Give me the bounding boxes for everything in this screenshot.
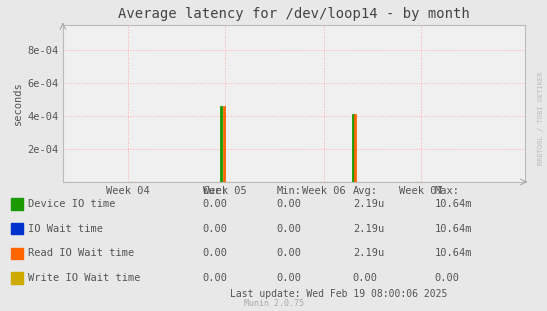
Text: 0.00: 0.00 xyxy=(276,199,301,209)
Title: Average latency for /dev/loop14 - by month: Average latency for /dev/loop14 - by mon… xyxy=(118,7,470,21)
Text: Max:: Max: xyxy=(435,186,460,196)
Text: 0.00: 0.00 xyxy=(276,248,301,258)
Text: Cur:: Cur: xyxy=(202,186,228,196)
Text: Avg:: Avg: xyxy=(353,186,378,196)
Text: 2.19u: 2.19u xyxy=(353,199,384,209)
Text: Munin 2.0.75: Munin 2.0.75 xyxy=(243,299,304,308)
Text: Min:: Min: xyxy=(276,186,301,196)
Text: 0.00: 0.00 xyxy=(202,248,228,258)
Text: Write IO Wait time: Write IO Wait time xyxy=(28,273,141,283)
Text: RRDTOOL / TOBI OETIKER: RRDTOOL / TOBI OETIKER xyxy=(538,72,544,165)
Text: 10.64m: 10.64m xyxy=(435,224,473,234)
Text: 0.00: 0.00 xyxy=(202,273,228,283)
Text: IO Wait time: IO Wait time xyxy=(28,224,103,234)
Text: 0.00: 0.00 xyxy=(353,273,378,283)
Text: 0.00: 0.00 xyxy=(202,199,228,209)
Text: Last update: Wed Feb 19 08:00:06 2025: Last update: Wed Feb 19 08:00:06 2025 xyxy=(230,289,448,299)
Text: 0.00: 0.00 xyxy=(276,224,301,234)
Text: 10.64m: 10.64m xyxy=(435,248,473,258)
Text: Read IO Wait time: Read IO Wait time xyxy=(28,248,135,258)
Text: Device IO time: Device IO time xyxy=(28,199,116,209)
Text: 0.00: 0.00 xyxy=(276,273,301,283)
Y-axis label: seconds: seconds xyxy=(13,81,24,125)
Text: 0.00: 0.00 xyxy=(435,273,460,283)
Text: 2.19u: 2.19u xyxy=(353,248,384,258)
Text: 0.00: 0.00 xyxy=(202,224,228,234)
Text: 2.19u: 2.19u xyxy=(353,224,384,234)
Text: 10.64m: 10.64m xyxy=(435,199,473,209)
